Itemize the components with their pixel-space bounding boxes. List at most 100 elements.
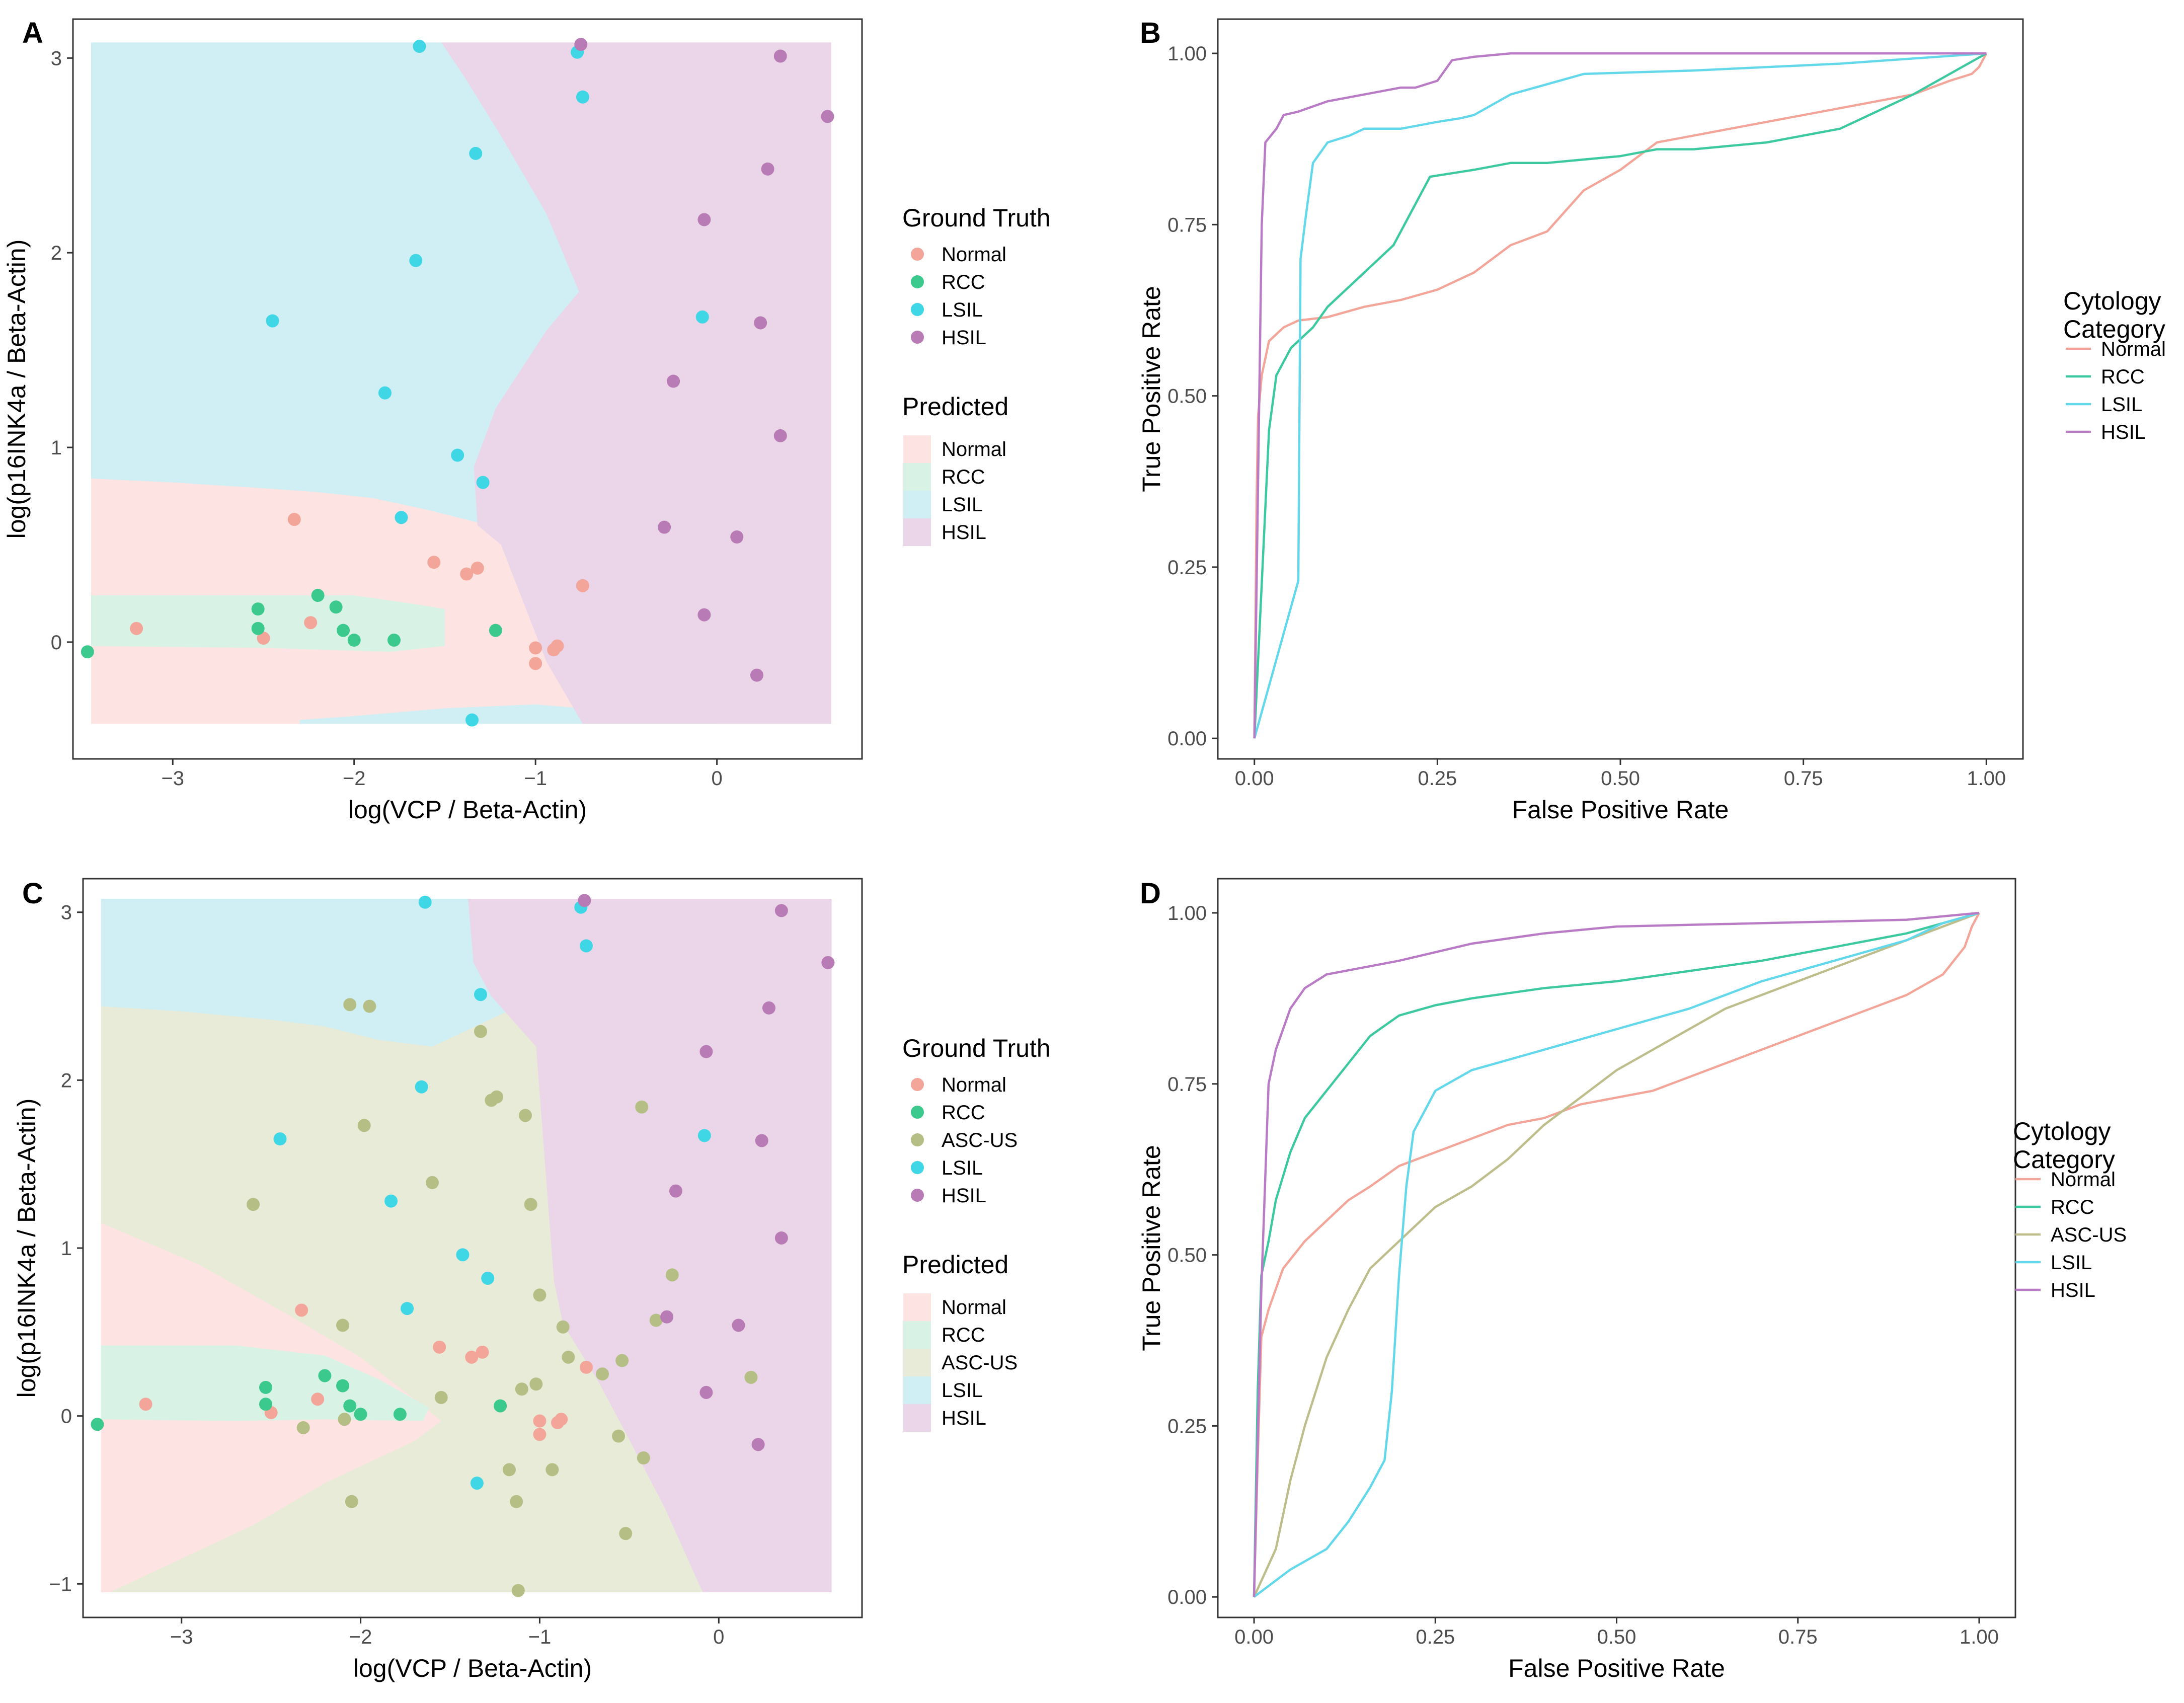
point-asc-us: [619, 1527, 633, 1540]
x-axis-title: False Positive Rate: [1512, 796, 1729, 824]
legend-key-lsil: [911, 1161, 924, 1174]
point-rcc: [337, 624, 350, 637]
point-rcc: [311, 589, 325, 602]
legend-key-asc-us: [911, 1133, 924, 1146]
point-normal: [529, 657, 542, 670]
legend-swatch-hsil: [903, 518, 931, 546]
region-hsil: [441, 42, 831, 724]
point-rcc: [343, 1399, 357, 1413]
y-axis-title: log(p16INK4a / Beta-Actin): [13, 1099, 41, 1398]
legend-swatch-hsil: [903, 1404, 931, 1432]
point-hsil: [578, 894, 591, 907]
point-lsil: [401, 1302, 414, 1315]
point-normal: [311, 1392, 325, 1406]
point-asc-us: [336, 1319, 349, 1332]
point-hsil: [699, 1385, 713, 1399]
point-hsil: [751, 1438, 765, 1451]
legend-label-normal: Normal: [942, 1074, 1006, 1096]
point-normal: [579, 1360, 593, 1374]
legend-label-rcc: RCC: [2051, 1196, 2094, 1218]
point-asc-us: [502, 1463, 516, 1477]
y-axis-title: log(p16INK4a / Beta-Actin): [3, 240, 31, 539]
legend-label-hsil: HSIL: [942, 327, 986, 349]
panel-C: −3 −2 −1 0 −1 0 1 2 3 log(VCP / Beta-Actin) log(p1…: [13, 877, 1051, 1682]
point-rcc: [336, 1379, 349, 1392]
legend-swatch-rcc: [903, 1321, 931, 1349]
x-tick-label: 0.00: [1235, 767, 1274, 790]
point-lsil: [378, 386, 392, 400]
y-tick-label: 0.25: [1167, 1415, 1207, 1437]
x-tick-label: 0: [713, 1626, 724, 1648]
legend-label-normal: Normal: [942, 244, 1006, 266]
y-axis-title: True Positive Rate: [1137, 1145, 1165, 1351]
legend-key-normal: [911, 248, 924, 261]
point-normal: [476, 1345, 489, 1359]
x-tick-label: −2: [349, 1626, 372, 1648]
legend-key-hsil: [911, 1189, 924, 1202]
point-rcc: [354, 1408, 367, 1421]
legend-title-predicted: Predicted: [902, 1251, 1008, 1279]
point-asc-us: [545, 1463, 559, 1477]
point-asc-us: [425, 1176, 439, 1189]
point-normal: [287, 513, 301, 526]
legend-label-rcc: RCC: [942, 1102, 985, 1124]
y-tick-label: 0.00: [1167, 728, 1207, 750]
point-asc-us: [637, 1451, 650, 1465]
point-lsil: [273, 1132, 287, 1146]
point-hsil: [660, 1310, 674, 1324]
y-tick-label: 3: [61, 902, 72, 924]
x-tick-label: 1.00: [1960, 1626, 1999, 1648]
point-hsil: [774, 904, 788, 917]
legend-swatch-rcc: [903, 463, 931, 491]
point-asc-us: [434, 1390, 448, 1404]
legend-swatch-normal: [903, 435, 931, 463]
y-tick-label: 1.00: [1167, 902, 1207, 924]
legend-label-asc-us: ASC-US: [942, 1129, 1018, 1151]
legend-label-hsil: HSIL: [2101, 421, 2146, 443]
x-axis-title: log(VCP / Beta-Actin): [353, 1654, 592, 1682]
point-asc-us: [511, 1584, 525, 1597]
point-lsil: [465, 713, 479, 727]
point-asc-us: [296, 1421, 310, 1434]
point-asc-us: [665, 1268, 679, 1282]
roc-line-lsil: [1253, 52, 1987, 739]
point-rcc: [251, 602, 265, 616]
point-normal: [433, 1340, 446, 1354]
x-tick-label: 0: [712, 767, 723, 790]
point-normal: [471, 561, 484, 575]
x-tick-label: −1: [528, 1626, 552, 1648]
point-asc-us: [343, 998, 357, 1012]
point-asc-us: [518, 1109, 532, 1122]
point-normal: [529, 641, 542, 655]
y-tick-label: 2: [51, 242, 62, 264]
point-normal: [295, 1303, 308, 1317]
point-hsil: [762, 1001, 775, 1015]
point-hsil: [761, 162, 774, 176]
legend-C: Ground Truth Normal RCC ASC-US LSIL HSIL Predi…: [902, 1034, 1051, 1432]
point-lsil: [409, 254, 423, 267]
legend-title-ground-truth: Ground Truth: [902, 1034, 1051, 1062]
point-asc-us: [474, 1025, 488, 1038]
panel-B: 0.00 0.25 0.50 0.75 1.00 0.00 0.25 0.50 0.75 1.00…: [1137, 17, 2166, 824]
point-normal: [427, 556, 441, 569]
legend-swatch-lsil: [903, 491, 931, 518]
point-rcc: [347, 634, 361, 647]
x-tick-label: −3: [161, 767, 184, 790]
y-tick-label: −1: [49, 1573, 72, 1595]
point-hsil: [697, 213, 711, 226]
point-asc-us: [612, 1429, 626, 1443]
legend-label-lsil: LSIL: [2101, 394, 2142, 416]
point-lsil: [695, 310, 709, 324]
point-asc-us: [515, 1382, 528, 1396]
point-hsil: [669, 1184, 682, 1198]
roc-line-hsil: [1253, 52, 1987, 739]
legend-title-ground-truth: Ground Truth: [902, 204, 1051, 232]
y-tick-label: 0.25: [1167, 557, 1207, 579]
plot-frame: [1217, 878, 2016, 1618]
point-asc-us: [363, 999, 376, 1013]
panel-D: 0.00 0.25 0.50 0.75 1.00 0.00 0.25 0.50 0.75 1.00…: [1137, 877, 2127, 1682]
point-asc-us: [247, 1198, 260, 1211]
y-tick-label: 1: [61, 1237, 72, 1260]
point-hsil: [773, 49, 787, 63]
